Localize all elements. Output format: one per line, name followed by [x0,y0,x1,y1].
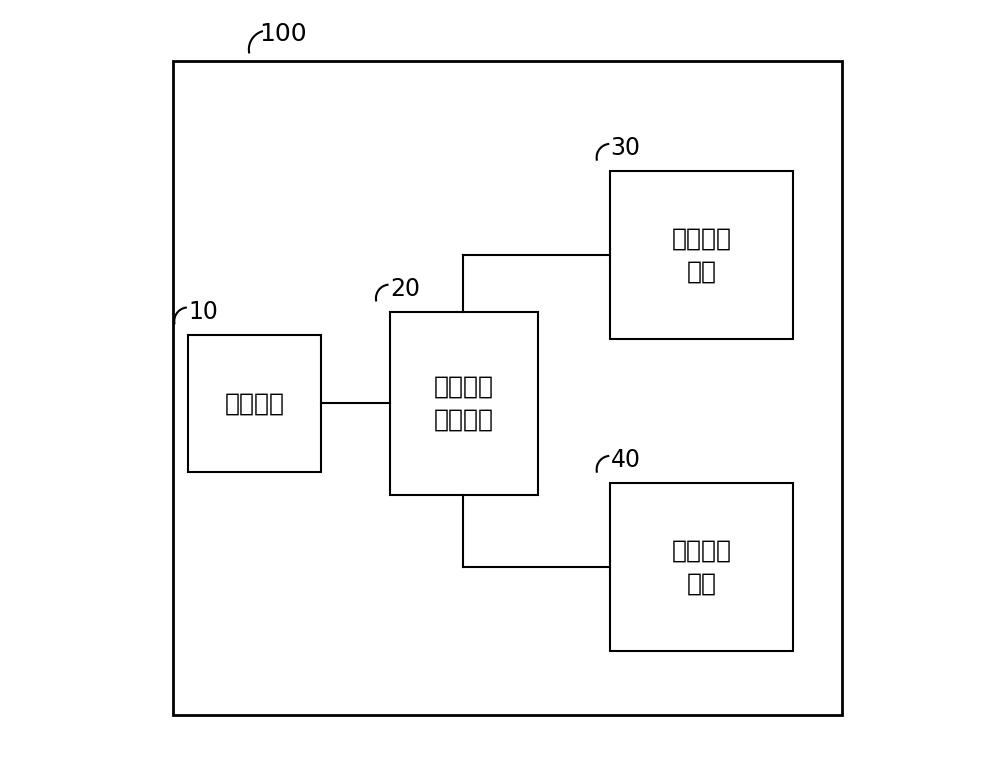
Text: 30: 30 [611,136,641,161]
Text: 10: 10 [188,300,218,324]
Text: 第一光源
阵列: 第一光源 阵列 [672,226,732,284]
Text: 控制信号
输出单元: 控制信号 输出单元 [434,374,494,432]
Text: 控制单元: 控制单元 [225,391,285,416]
Text: 100: 100 [259,22,307,46]
Text: 20: 20 [390,277,420,301]
Bar [390,312,538,495]
Bar [610,483,793,651]
Bar [173,61,842,715]
Text: 40: 40 [611,448,641,473]
Bar [188,335,321,472]
Bar [610,171,793,339]
Text: 第二光源
阵列: 第二光源 阵列 [672,538,732,596]
